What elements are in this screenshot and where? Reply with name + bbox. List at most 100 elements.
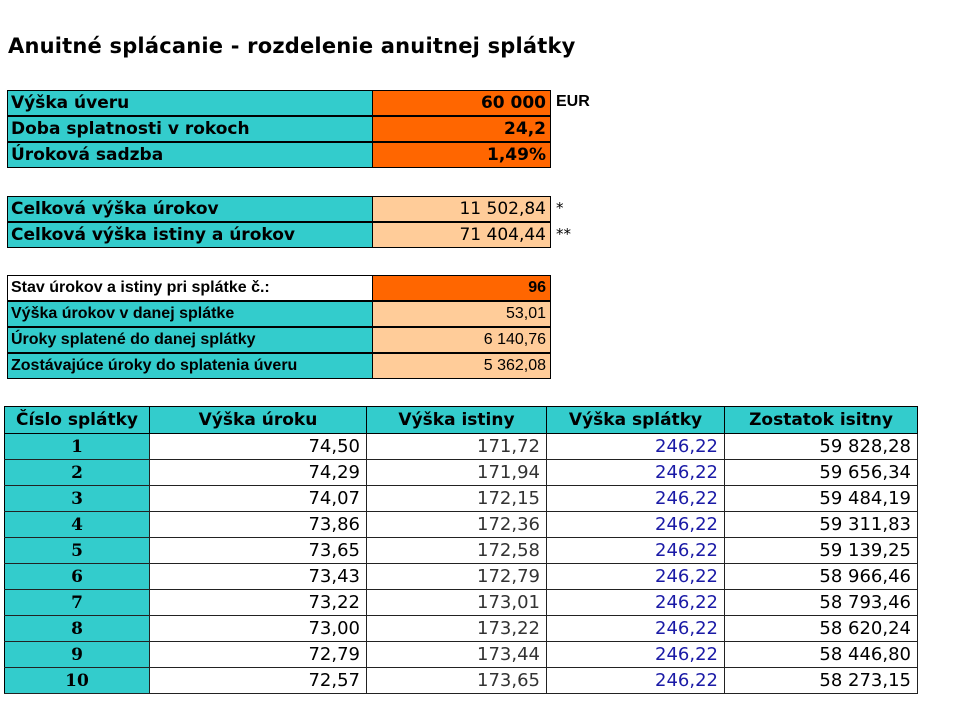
payment-amount-cell: 246,22 [546, 485, 725, 512]
principal-amount-cell: 171,94 [366, 459, 547, 486]
payment-amount-cell: 246,22 [546, 667, 725, 694]
total-label: Celková výška úrokov [7, 196, 373, 222]
payment-amount-cell: 246,22 [546, 641, 725, 668]
payment-amount-cell: 246,22 [546, 433, 725, 460]
input-value-loan-amount[interactable]: 60 000 [372, 90, 551, 116]
table-row: 6 73,43 172,79 246,22 58 966,46 [4, 563, 918, 590]
table-row: 1 74,50 171,72 246,22 59 828,28 [4, 433, 918, 460]
payment-amount-cell: 246,22 [546, 563, 725, 590]
principal-amount-cell: 173,65 [366, 667, 547, 694]
status-label: Úroky splatené do danej splátky [7, 327, 373, 353]
payment-amount-cell: 246,22 [546, 459, 725, 486]
input-label: Výška úveru [7, 90, 373, 116]
installment-number-input[interactable]: 96 [372, 275, 551, 301]
table-row: 5 73,65 172,58 246,22 59 139,25 [4, 537, 918, 564]
total-value-interest: 11 502,84 [372, 196, 551, 222]
interest-amount-cell: 73,43 [149, 563, 367, 590]
interest-amount-cell: 73,86 [149, 511, 367, 538]
column-header: Číslo splátky [4, 406, 150, 434]
payment-amount-cell: 246,22 [546, 615, 725, 642]
input-row-term: Doba splatnosti v rokoch 24,2 [7, 116, 627, 142]
column-header: Výška úroku [149, 406, 367, 434]
status-label: Zostávajúce úroky do splatenia úveru [7, 353, 373, 379]
footnote-marker: ** [556, 225, 571, 243]
principal-amount-cell: 172,15 [366, 485, 547, 512]
input-value-rate[interactable]: 1,49% [372, 142, 551, 168]
installment-number-cell: 9 [4, 641, 150, 668]
installment-number-cell: 3 [4, 485, 150, 512]
table-body: 1 74,50 171,72 246,22 59 828,28 2 74,29 171,94 2… [4, 433, 918, 694]
remaining-principal-cell: 58 620,24 [724, 615, 918, 642]
total-row-principal-interest: Celková výška istiny a úrokov 71 404,44 … [7, 222, 627, 248]
installment-number-cell: 2 [4, 459, 150, 486]
table-row: 7 73,22 173,01 246,22 58 793,46 [4, 589, 918, 616]
interest-amount-cell: 73,65 [149, 537, 367, 564]
interest-amount-cell: 72,57 [149, 667, 367, 694]
page-title: Anuitné splácanie - rozdelenie anuitnej … [8, 34, 576, 58]
total-label: Celková výška istiny a úrokov [7, 222, 373, 248]
principal-amount-cell: 172,36 [366, 511, 547, 538]
remaining-principal-cell: 58 966,46 [724, 563, 918, 590]
installment-number-cell: 10 [4, 667, 150, 694]
principal-amount-cell: 173,44 [366, 641, 547, 668]
input-value-term[interactable]: 24,2 [372, 116, 551, 142]
table-row: 9 72,79 173,44 246,22 58 446,80 [4, 641, 918, 668]
status-header-row: Stav úrokov a istiny pri splátke č.: 96 [7, 275, 627, 301]
principal-amount-cell: 171,72 [366, 433, 547, 460]
input-label: Doba splatnosti v rokoch [7, 116, 373, 142]
interest-amount-cell: 74,29 [149, 459, 367, 486]
input-label: Úroková sadzba [7, 142, 373, 168]
principal-amount-cell: 172,79 [366, 563, 547, 590]
amortization-table: Číslo splátky Výška úroku Výška istiny V… [4, 406, 918, 694]
installment-number-cell: 4 [4, 511, 150, 538]
input-row-loan-amount: Výška úveru 60 000 EUR [7, 90, 627, 116]
remaining-principal-cell: 59 484,19 [724, 485, 918, 512]
remaining-principal-cell: 59 139,25 [724, 537, 918, 564]
interest-amount-cell: 72,79 [149, 641, 367, 668]
interest-amount-cell: 73,00 [149, 615, 367, 642]
installment-number-cell: 6 [4, 563, 150, 590]
principal-amount-cell: 173,22 [366, 615, 547, 642]
column-header: Výška splátky [546, 406, 725, 434]
status-row: Zostávajúce úroky do splatenia úveru 5 3… [7, 353, 627, 379]
interest-amount-cell: 74,50 [149, 433, 367, 460]
remaining-principal-cell: 58 446,80 [724, 641, 918, 668]
inputs-block: Výška úveru 60 000 EUR Doba splatnosti v… [7, 90, 627, 170]
principal-amount-cell: 172,58 [366, 537, 547, 564]
column-header: Zostatok isitny [724, 406, 918, 434]
status-label: Výška úrokov v danej splátke [7, 301, 373, 327]
footnote-marker: * [556, 199, 564, 217]
remaining-principal-cell: 59 828,28 [724, 433, 918, 460]
payment-amount-cell: 246,22 [546, 537, 725, 564]
principal-amount-cell: 173,01 [366, 589, 547, 616]
status-value: 53,01 [372, 301, 551, 327]
table-row: 2 74,29 171,94 246,22 59 656,34 [4, 459, 918, 486]
status-header-label: Stav úrokov a istiny pri splátke č.: [7, 275, 373, 301]
status-value: 5 362,08 [372, 353, 551, 379]
table-header-row: Číslo splátky Výška úroku Výška istiny V… [4, 406, 918, 434]
table-row: 8 73,00 173,22 246,22 58 620,24 [4, 615, 918, 642]
payment-amount-cell: 246,22 [546, 589, 725, 616]
payment-amount-cell: 246,22 [546, 511, 725, 538]
currency-note: EUR [556, 93, 590, 110]
installment-number-cell: 7 [4, 589, 150, 616]
interest-amount-cell: 73,22 [149, 589, 367, 616]
remaining-principal-cell: 59 311,83 [724, 511, 918, 538]
table-row: 10 72,57 173,65 246,22 58 273,15 [4, 667, 918, 694]
installment-number-cell: 8 [4, 615, 150, 642]
status-value: 6 140,76 [372, 327, 551, 353]
totals-block: Celková výška úrokov 11 502,84 * Celková… [7, 196, 627, 250]
remaining-principal-cell: 58 273,15 [724, 667, 918, 694]
input-row-rate: Úroková sadzba 1,49% [7, 142, 627, 168]
total-value-principal-interest: 71 404,44 [372, 222, 551, 248]
total-row-interest: Celková výška úrokov 11 502,84 * [7, 196, 627, 222]
column-header: Výška istiny [366, 406, 547, 434]
status-row: Výška úrokov v danej splátke 53,01 [7, 301, 627, 327]
status-block: Stav úrokov a istiny pri splátke č.: 96 … [7, 275, 627, 381]
installment-number-cell: 5 [4, 537, 150, 564]
remaining-principal-cell: 59 656,34 [724, 459, 918, 486]
interest-amount-cell: 74,07 [149, 485, 367, 512]
table-row: 4 73,86 172,36 246,22 59 311,83 [4, 511, 918, 538]
installment-number-cell: 1 [4, 433, 150, 460]
status-row: Úroky splatené do danej splátky 6 140,76 [7, 327, 627, 353]
